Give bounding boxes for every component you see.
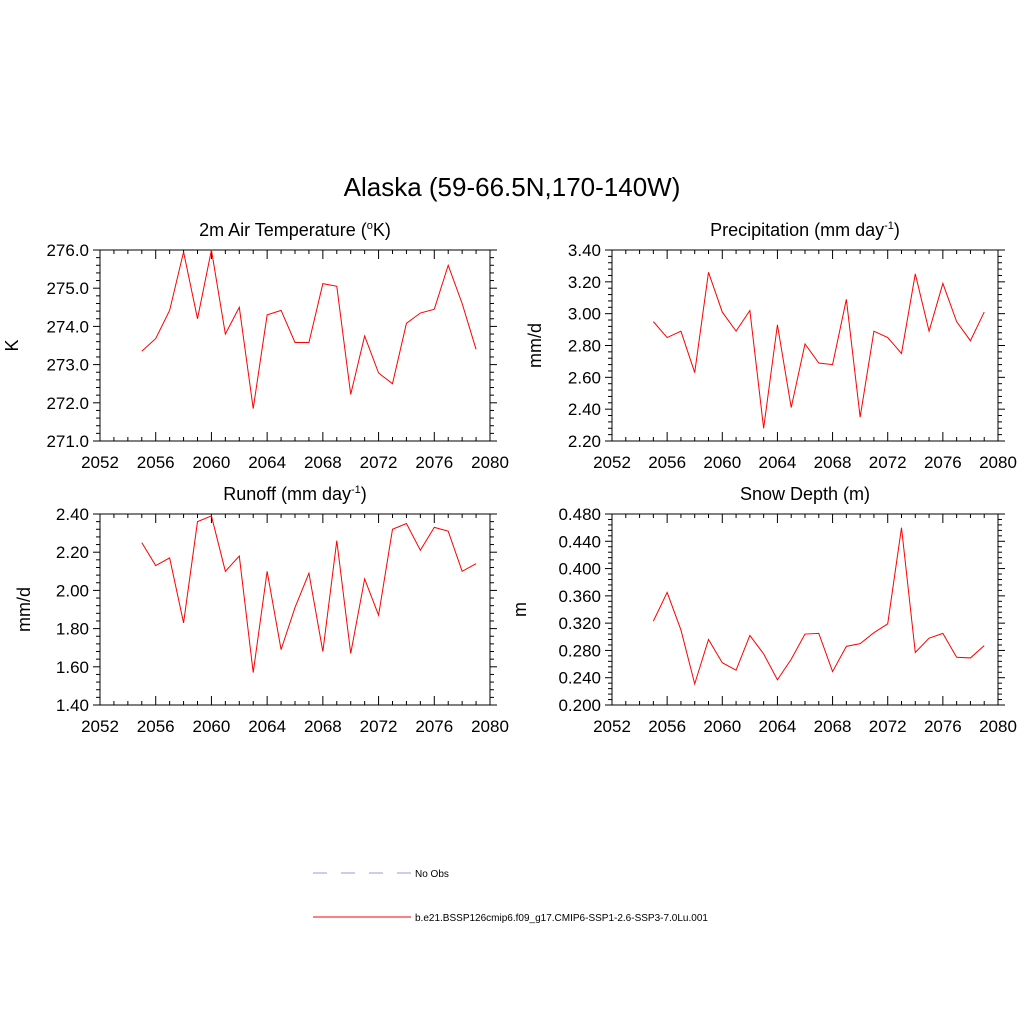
x-tick-label: 2064 xyxy=(248,717,286,736)
legend: No Obs b.e21.BSSP126cmip6.f09_g17.CMIP6-… xyxy=(313,869,708,924)
panel-title-superscript: o xyxy=(367,220,373,232)
y-axis-label-air-temperature: K xyxy=(2,339,22,351)
y-tick-label: 3.40 xyxy=(568,241,601,260)
x-tick-label: 2080 xyxy=(471,717,509,736)
panel-title-superscript: -1 xyxy=(884,220,894,232)
panel-air-temperature: 2m Air Temperature (oK) K 2052 2056 2060 2064… xyxy=(2,220,509,472)
panel-title-superscript: -1 xyxy=(351,484,361,496)
series-line-runoff xyxy=(141,515,477,673)
x-tick-label: 2052 xyxy=(593,453,631,472)
x-tick-label: 2076 xyxy=(924,717,962,736)
y-tick-label: 0.320 xyxy=(558,614,601,633)
panel-title-suffix: ) xyxy=(894,220,900,240)
x-tick-label: 2080 xyxy=(979,717,1017,736)
x-tick-label: 2076 xyxy=(415,453,453,472)
x-tick-label: 2072 xyxy=(869,453,907,472)
x-tick-label: 2056 xyxy=(648,717,686,736)
panel-title-air-temperature: 2m Air Temperature (oK) xyxy=(199,220,391,240)
y-tick-label: 0.440 xyxy=(558,532,601,551)
y-tick-label: 0.200 xyxy=(558,696,601,715)
y-axis-label-precipitation: mm/d xyxy=(525,323,545,368)
series-line-precipitation xyxy=(652,272,985,429)
x-tick-label: 2056 xyxy=(137,453,175,472)
y-axis-label-snow-depth: m xyxy=(510,602,530,617)
x-tick-label: 2068 xyxy=(304,453,342,472)
y-tick-label: 275.0 xyxy=(46,279,89,298)
series-line-air-temperature xyxy=(141,249,477,409)
panel-snow-depth: Snow Depth (m) m 2052 2056 2060 2064 2068 2072 2… xyxy=(510,484,1017,736)
x-tick-label: 2068 xyxy=(304,717,342,736)
y-tick-label: 1.60 xyxy=(56,658,89,677)
x-tick-label: 2056 xyxy=(648,453,686,472)
plot-frame-air-temperature xyxy=(99,249,491,442)
x-tick-label: 2060 xyxy=(703,717,741,736)
x-tick-label: 2068 xyxy=(814,453,852,472)
y-tick-label: 2.60 xyxy=(568,368,601,387)
y-tick-label: 2.80 xyxy=(568,337,601,356)
x-tick-label: 2080 xyxy=(979,453,1017,472)
legend-run-label: b.e21.BSSP126cmip6.f09_g17.CMIP6-SSP1-2.… xyxy=(415,913,708,924)
y-tick-label: 1.40 xyxy=(56,696,89,715)
y-tick-label: 0.240 xyxy=(558,669,601,688)
x-tick-label: 2052 xyxy=(593,717,631,736)
panel-title-text: Snow Depth (m) xyxy=(740,484,870,504)
panel-precipitation: Precipitation (mm day-1) mm/d 2052 2056 2060… xyxy=(525,220,1017,472)
series-line-snow-depth xyxy=(652,527,985,686)
x-tick-label: 2080 xyxy=(471,453,509,472)
x-tick-label: 2072 xyxy=(360,453,398,472)
x-tick-label: 2064 xyxy=(759,717,797,736)
x-tick-label: 2056 xyxy=(137,717,175,736)
panel-title-text: Runoff (mm day xyxy=(223,484,351,504)
x-tick-label: 2060 xyxy=(193,717,231,736)
y-tick-label: 3.00 xyxy=(568,305,601,324)
panel-title-precipitation: Precipitation (mm day-1) xyxy=(710,220,900,240)
x-tick-label: 2072 xyxy=(869,717,907,736)
y-tick-label: 0.280 xyxy=(558,641,601,660)
panels-group: 2m Air Temperature (oK) K 2052 2056 2060 2064… xyxy=(2,220,1017,736)
x-tick-label: 2076 xyxy=(924,453,962,472)
panel-title-text: Precipitation (mm day xyxy=(710,220,884,240)
panel-title-snow-depth: Snow Depth (m) xyxy=(740,484,870,504)
plot-frame-snow-depth xyxy=(611,513,999,706)
panel-title-suffix: ) xyxy=(361,484,367,504)
panel-runoff: Runoff (mm day-1) mm/d 2052 2056 2060 2064 206… xyxy=(14,484,509,736)
y-tick-label: 273.0 xyxy=(46,356,89,375)
x-tick-label: 2052 xyxy=(81,453,119,472)
y-tick-label: 1.80 xyxy=(56,620,89,639)
y-tick-label: 2.40 xyxy=(56,505,89,524)
x-tick-label: 2068 xyxy=(814,717,852,736)
legend-no-obs-label: No Obs xyxy=(415,869,449,880)
panel-title-suffix: K) xyxy=(373,220,391,240)
y-tick-label: 2.00 xyxy=(56,581,89,600)
panel-title-runoff: Runoff (mm day-1) xyxy=(223,484,367,504)
y-axis-label-runoff: mm/d xyxy=(14,587,34,632)
y-tick-label: 2.20 xyxy=(56,543,89,562)
x-tick-label: 2076 xyxy=(415,717,453,736)
x-tick-label: 2064 xyxy=(759,453,797,472)
x-tick-label: 2072 xyxy=(360,717,398,736)
y-tick-label: 2.20 xyxy=(568,432,601,451)
x-tick-label: 2064 xyxy=(248,453,286,472)
x-tick-label: 2060 xyxy=(193,453,231,472)
x-tick-label: 2052 xyxy=(81,717,119,736)
y-tick-label: 276.0 xyxy=(46,241,89,260)
y-tick-label: 3.20 xyxy=(568,273,601,292)
panel-title-text: 2m Air Temperature ( xyxy=(199,220,367,240)
y-tick-label: 0.480 xyxy=(558,505,601,524)
y-tick-label: 272.0 xyxy=(46,394,89,413)
y-tick-label: 0.360 xyxy=(558,587,601,606)
x-tick-label: 2060 xyxy=(703,453,741,472)
plot-frame-runoff xyxy=(99,513,491,706)
y-tick-label: 271.0 xyxy=(46,432,89,451)
y-tick-label: 2.40 xyxy=(568,400,601,419)
y-tick-label: 0.400 xyxy=(558,560,601,579)
y-tick-label: 274.0 xyxy=(46,317,89,336)
figure-title: Alaska (59-66.5N,170-140W) xyxy=(344,172,681,202)
